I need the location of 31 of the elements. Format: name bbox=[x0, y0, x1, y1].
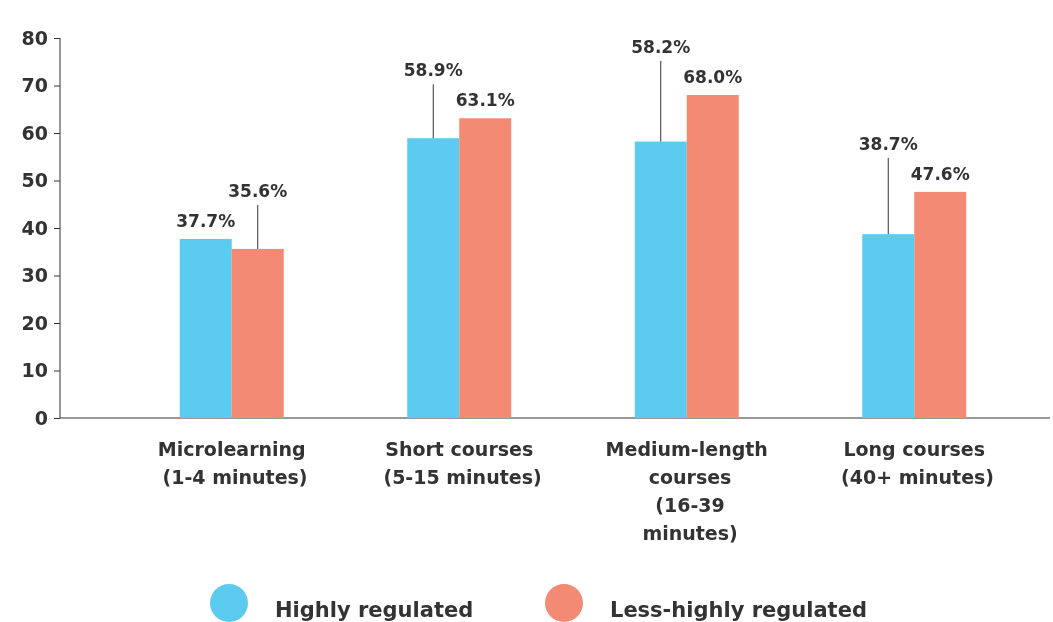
bar bbox=[914, 191, 967, 418]
text: 58.2% bbox=[631, 37, 691, 57]
bar bbox=[634, 141, 687, 418]
bar bbox=[862, 234, 915, 418]
y-tick-label: 40 bbox=[21, 216, 48, 239]
y-tick-label: 10 bbox=[21, 359, 48, 382]
bar bbox=[407, 138, 460, 418]
bar bbox=[179, 238, 232, 418]
y-tick-label: 80 bbox=[21, 26, 48, 49]
text: 47.6% bbox=[910, 163, 970, 184]
text: 63.1% bbox=[455, 90, 515, 111]
y-tick-label: 60 bbox=[21, 121, 48, 144]
y-tick-label: 70 bbox=[21, 74, 48, 97]
legend-label: Highly regulated bbox=[275, 598, 474, 622]
y-tick-label: 30 bbox=[21, 264, 48, 287]
x-tick-label: Medium-length courses (16-39 minutes) bbox=[605, 438, 768, 544]
x-tick-label: Long courses (40+ minutes) bbox=[834, 438, 995, 488]
y-tick-label: 50 bbox=[21, 169, 48, 192]
x-tick-label: Short courses (5-15 minutes) bbox=[376, 438, 542, 488]
y-tick-label: 20 bbox=[21, 311, 48, 334]
bar bbox=[231, 248, 284, 418]
x-tick-label: Microlearning (1-4 minutes) bbox=[155, 438, 308, 488]
legend-label: Less-highly regulated bbox=[610, 598, 867, 622]
y-tick-label: 0 bbox=[34, 406, 48, 429]
text: 58.9% bbox=[403, 60, 463, 81]
bar bbox=[686, 95, 739, 418]
text: 38.7% bbox=[858, 133, 918, 154]
bar bbox=[459, 118, 512, 418]
text: 37.7% bbox=[176, 210, 236, 231]
text: 35.6% bbox=[228, 180, 288, 201]
text: 68.0% bbox=[683, 67, 743, 87]
